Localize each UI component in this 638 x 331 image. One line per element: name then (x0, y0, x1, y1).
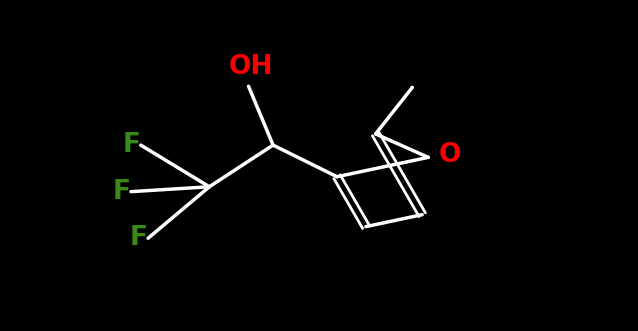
Text: F: F (113, 179, 131, 205)
Text: F: F (130, 225, 148, 251)
Text: O: O (439, 142, 461, 168)
Text: OH: OH (229, 54, 273, 80)
Text: F: F (122, 132, 141, 158)
